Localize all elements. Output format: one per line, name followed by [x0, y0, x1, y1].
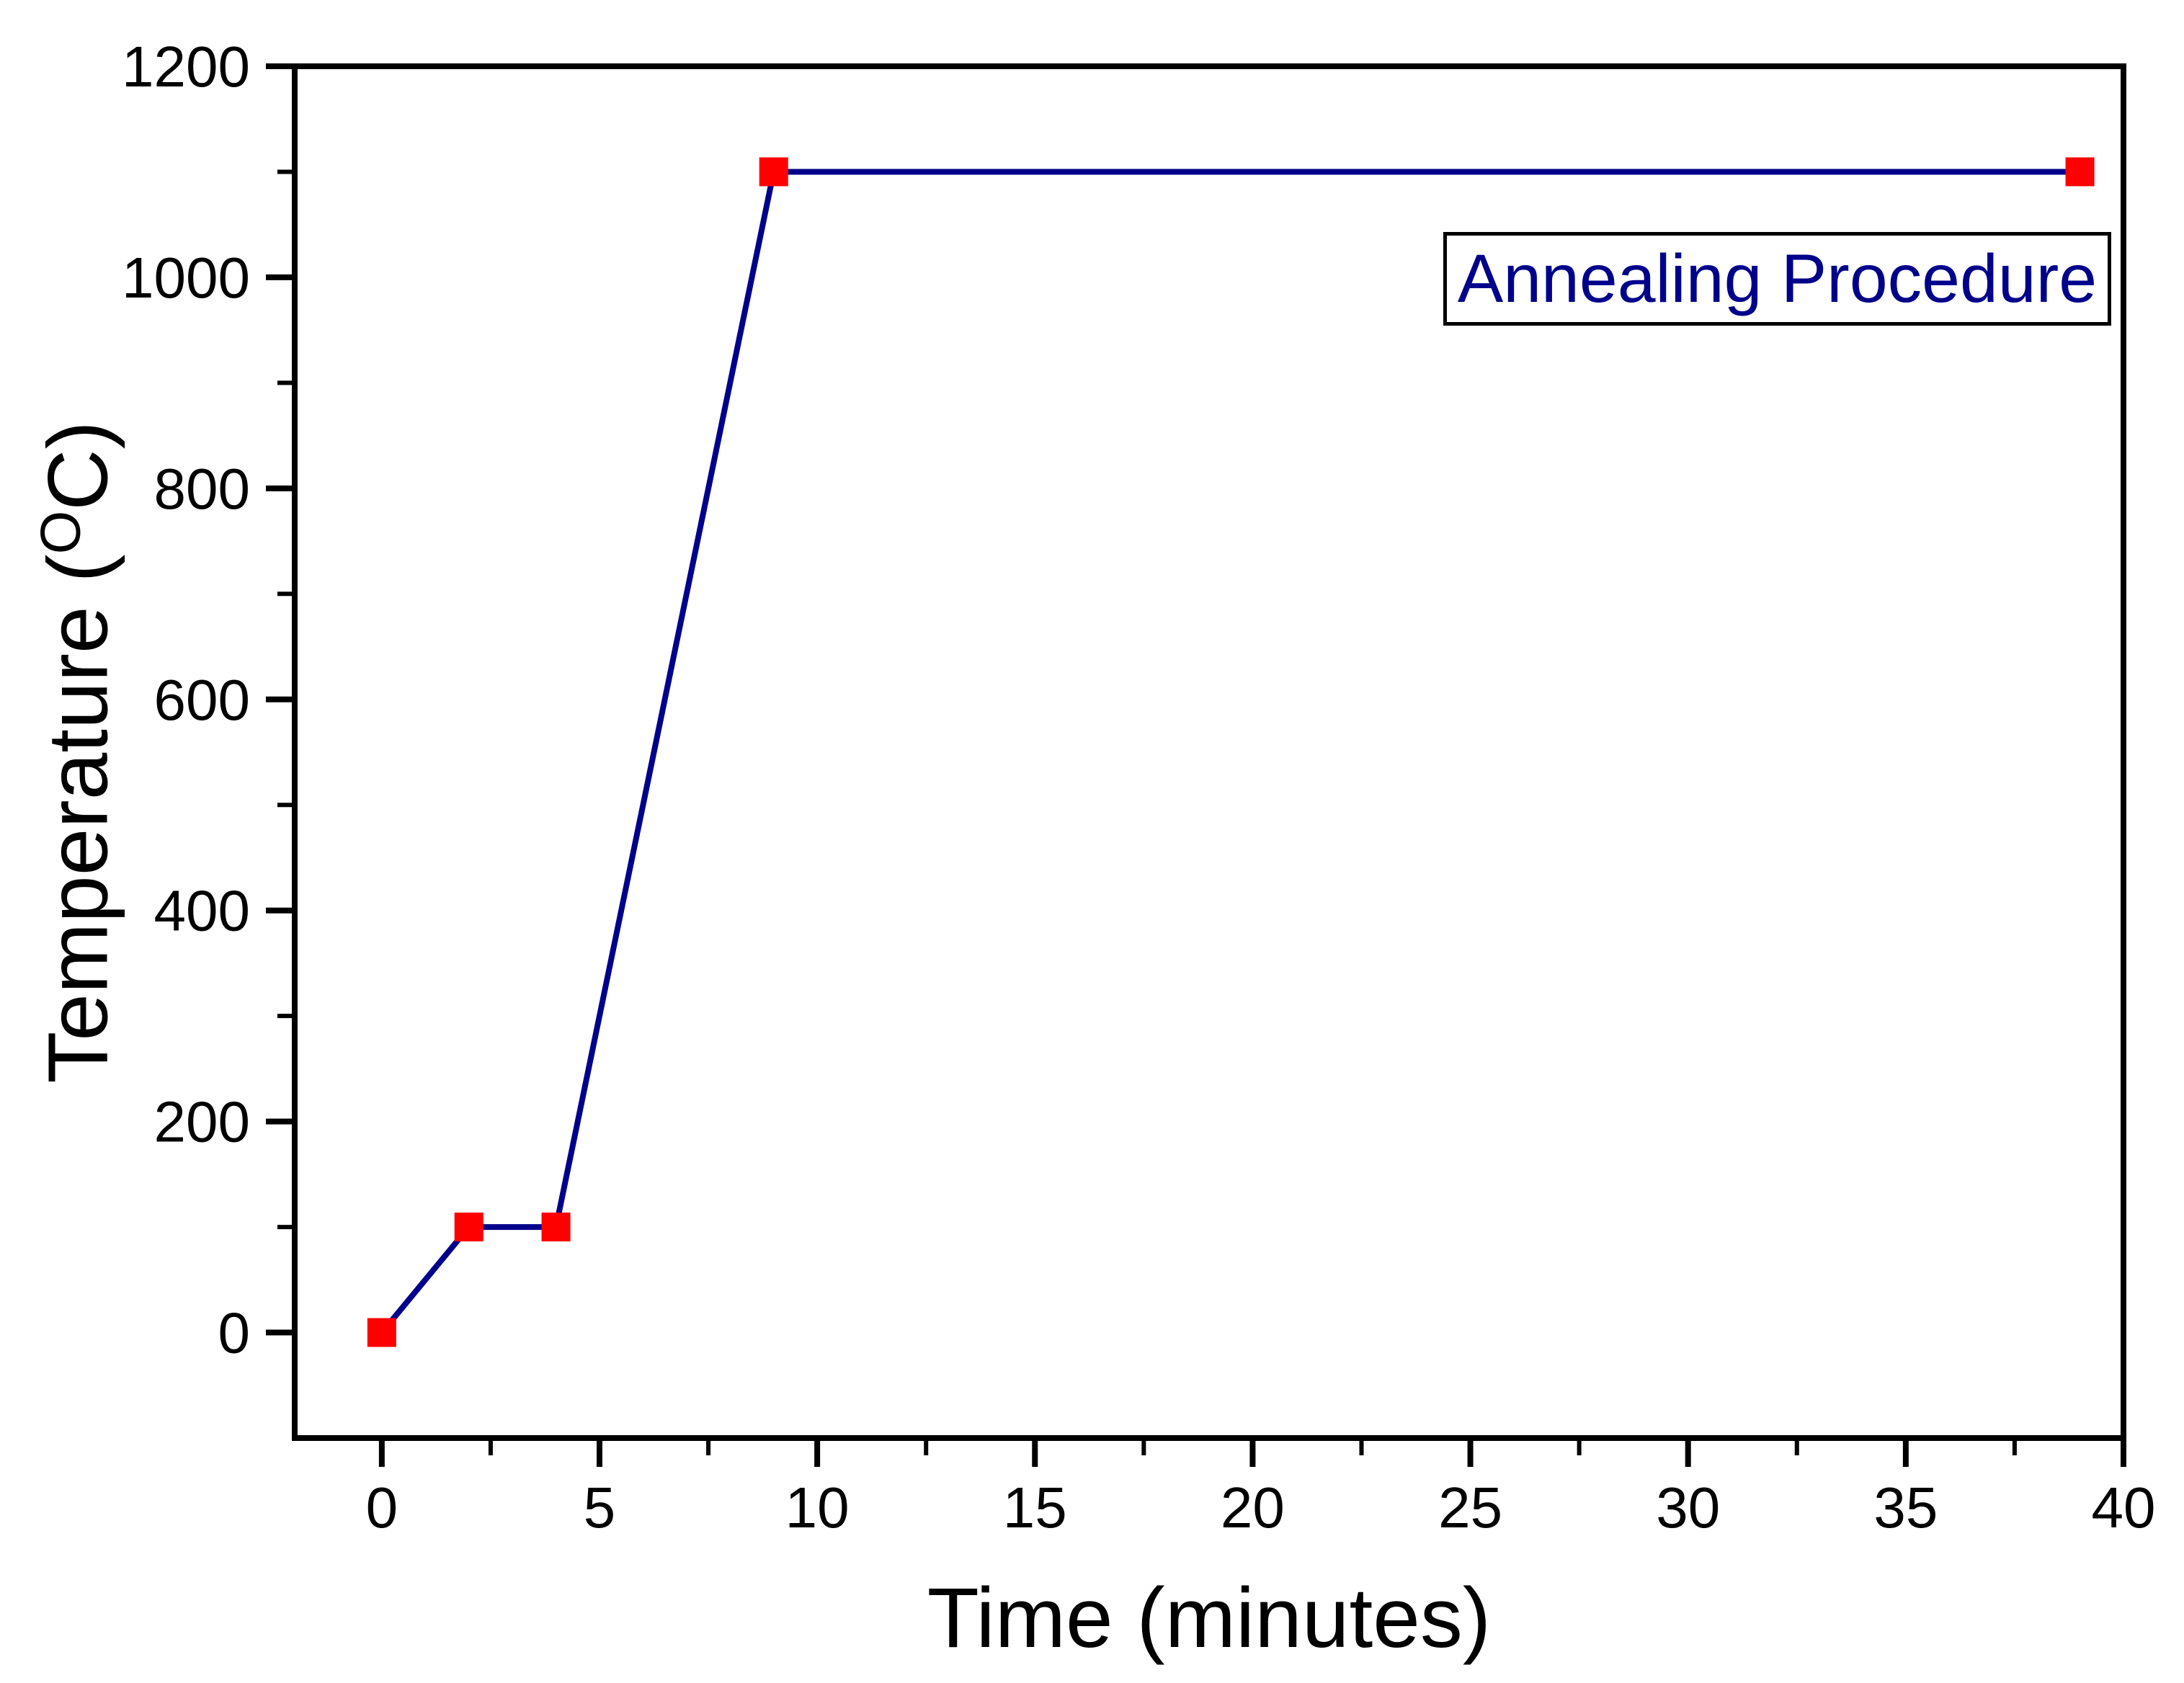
- data-point-marker: [367, 1318, 396, 1347]
- data-point-marker: [759, 157, 788, 187]
- x-tick-label: 0: [366, 1476, 398, 1540]
- y-tick-label: 600: [154, 668, 250, 732]
- y-tick-label: 1000: [122, 246, 250, 310]
- y-tick-label: 0: [218, 1301, 251, 1365]
- y-axis-degree-superscript: O: [29, 510, 92, 555]
- x-tick-label: 5: [584, 1476, 616, 1540]
- legend-label: Annealing Procedure: [1457, 240, 2098, 317]
- x-tick-label: 40: [2092, 1476, 2156, 1540]
- y-tick-label: 1200: [122, 35, 250, 99]
- data-point-marker: [454, 1213, 483, 1242]
- y-tick-label: 200: [154, 1090, 250, 1154]
- x-tick-label: 10: [785, 1476, 850, 1540]
- x-tick-label: 20: [1221, 1476, 1285, 1540]
- y-axis-title: Temperature (OC): [29, 421, 128, 1084]
- y-axis-title-unit: C): [30, 421, 126, 511]
- y-axis-title-text: Temperature (: [30, 554, 126, 1084]
- x-axis-title: Time (minutes): [927, 1571, 1492, 1666]
- data-point-marker: [2065, 157, 2095, 187]
- series-line: [379, 169, 2080, 1335]
- plot-frame: [292, 63, 2126, 1441]
- x-tick-label: 35: [1873, 1476, 1938, 1540]
- data-point-marker: [541, 1213, 571, 1242]
- legend: Annealing Procedure: [1443, 232, 2111, 326]
- y-tick-label: 800: [154, 457, 250, 521]
- x-tick-label: 25: [1438, 1476, 1502, 1540]
- y-tick-label: 400: [154, 879, 250, 943]
- x-tick-label: 15: [1003, 1476, 1067, 1540]
- x-tick-label: 30: [1656, 1476, 1720, 1540]
